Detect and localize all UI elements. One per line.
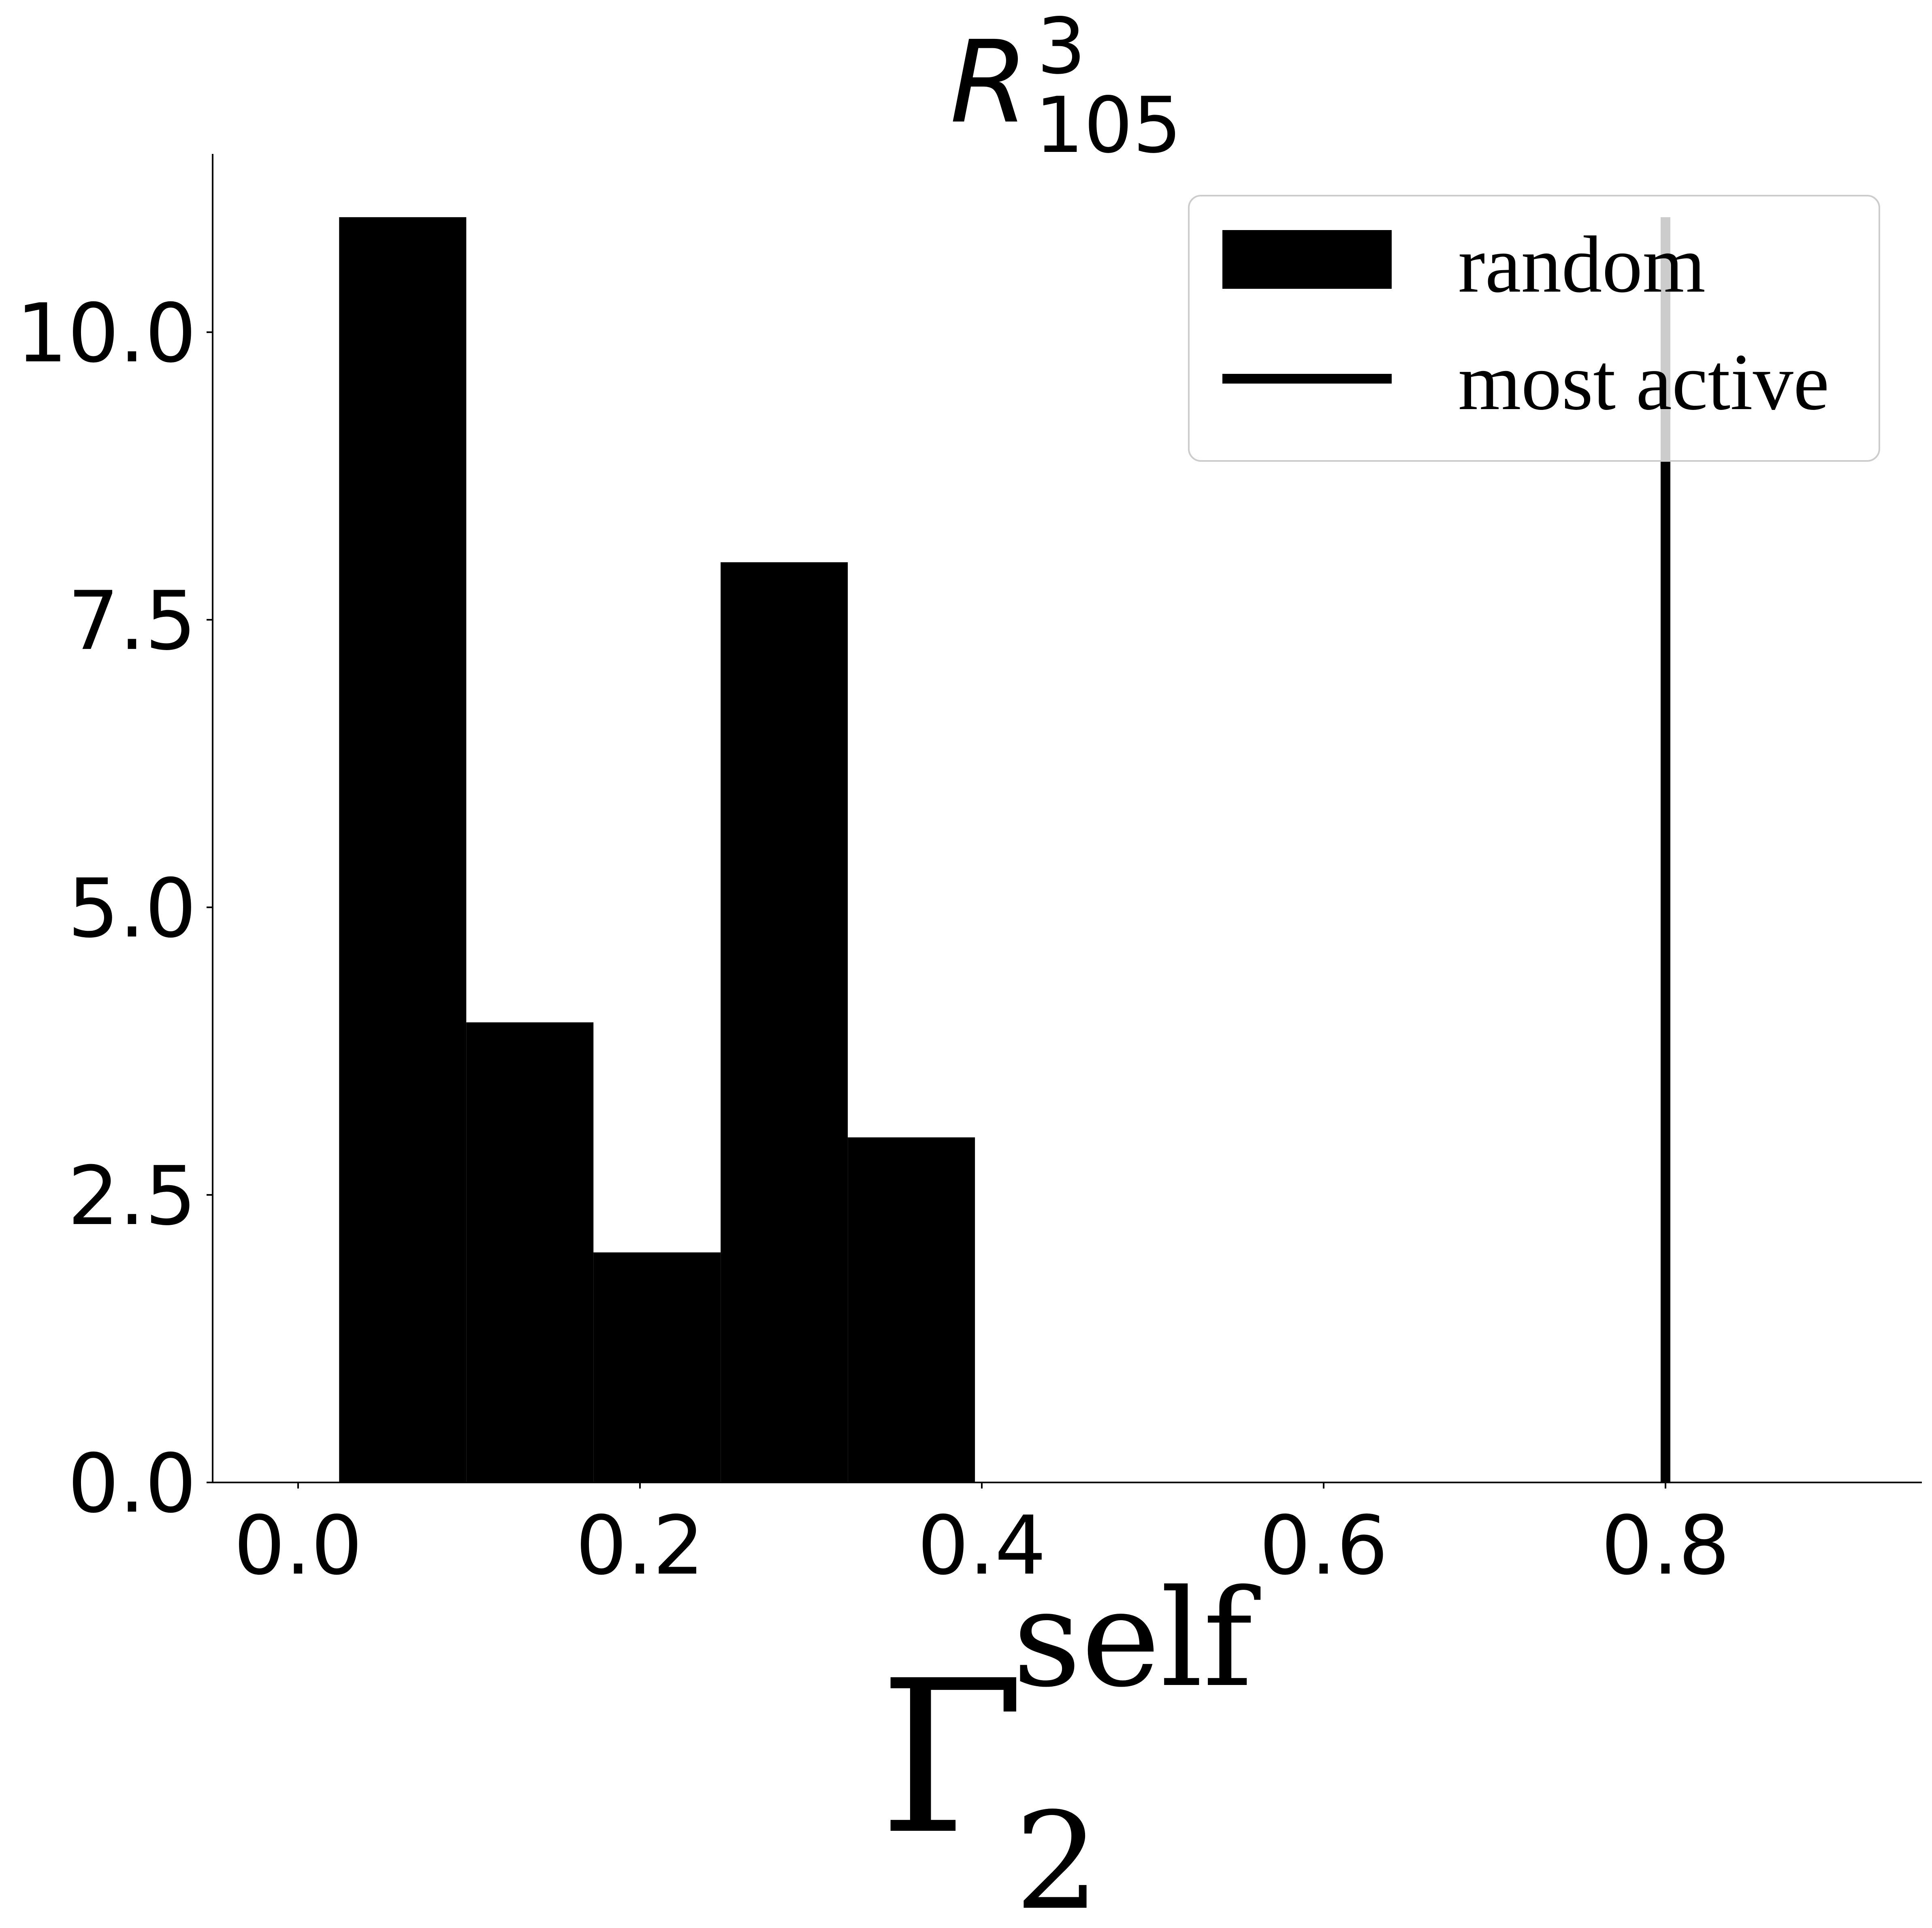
legend-swatch-random [1222,230,1392,289]
histogram-bars [339,217,975,1483]
legend: random most active [1188,195,1880,462]
x-axis-label-base: Γ [879,1635,1025,1881]
x-tick-label: 0.6 [1259,1499,1388,1593]
x-tick-label: 0.0 [234,1499,363,1593]
x-axis-label-subscript: 2 [1015,1784,1100,1928]
plot-area: 0.0 2.5 5.0 7.5 10.0 0.0 0.2 0.4 0.6 0.8 [16,154,1922,1593]
histogram-bar [339,217,467,1483]
legend-label-most-active: most active [1458,337,1829,427]
x-tick-label: 0.4 [917,1499,1046,1593]
x-tick-label: 0.8 [1601,1499,1730,1593]
histogram-bar [466,1022,594,1482]
x-tick-label: 0.2 [576,1499,704,1593]
chart-title-subscript: 105 [1035,81,1182,170]
y-tick-label: 10.0 [16,286,196,381]
x-axis-label-superscript: self [1013,1561,1262,1717]
y-tick-label: 2.5 [68,1149,196,1243]
legend-label-random: random [1458,220,1706,309]
y-axis-ticks: 0.0 2.5 5.0 7.5 10.0 [16,286,213,1531]
histogram-bar [848,1137,975,1482]
histogram-bar [593,1252,721,1482]
y-tick-label: 5.0 [68,862,196,956]
chart-title: R 3 105 [950,2,1182,170]
histogram-bar [721,562,848,1482]
chart-title-superscript: 3 [1037,2,1086,91]
x-axis-label: Γ self 2 [879,1561,1262,1928]
chart-title-base: R [950,17,1029,149]
y-tick-label: 0.0 [68,1437,196,1531]
y-tick-label: 7.5 [68,574,196,668]
x-axis-ticks: 0.0 0.2 0.4 0.6 0.8 [234,1482,1730,1593]
